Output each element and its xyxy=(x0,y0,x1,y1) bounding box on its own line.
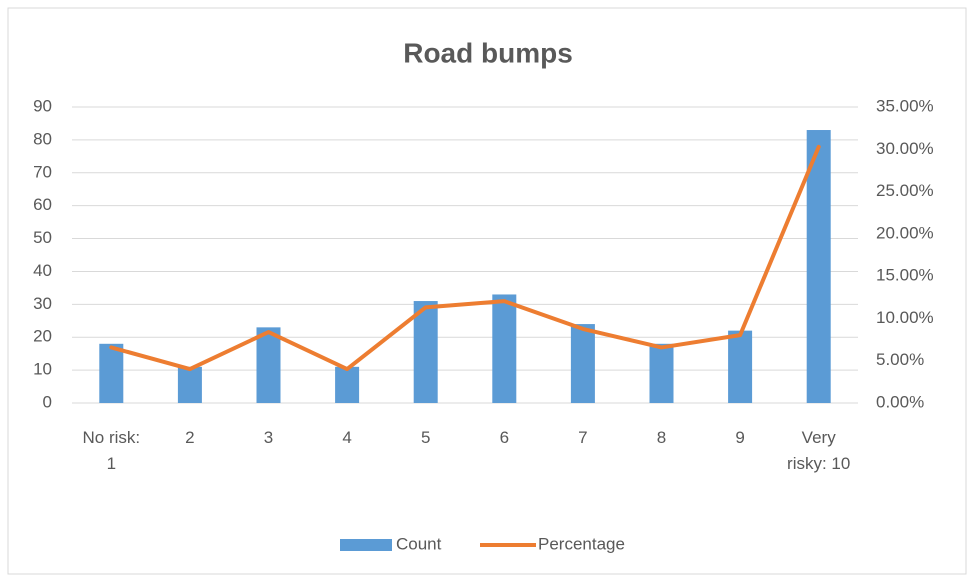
x-tick-label: 2 xyxy=(185,428,195,447)
bar xyxy=(649,343,674,403)
x-tick-label: 9 xyxy=(735,428,745,447)
bar xyxy=(728,330,753,403)
y2-tick-label: 15.00% xyxy=(876,266,934,285)
y-tick-label: 50 xyxy=(33,228,52,247)
chart-title: Road bumps xyxy=(403,37,573,68)
y2-tick-label: 35.00% xyxy=(876,96,934,115)
y-tick-label: 60 xyxy=(33,195,52,214)
x-tick-label: 5 xyxy=(420,428,431,447)
y-tick-label: 90 xyxy=(33,96,52,115)
x-tick-label: Very risky: 10 xyxy=(787,428,851,473)
y-tick-label: 10 xyxy=(33,360,52,379)
x-tick-label: 3 xyxy=(263,428,274,447)
bar xyxy=(492,294,517,403)
x-tick-label: 4 xyxy=(342,428,352,447)
y-tick-label: 70 xyxy=(33,162,52,181)
legend-label: Percentage xyxy=(538,534,625,553)
y2-tick-label: 10.00% xyxy=(876,308,934,327)
legend-label: Count xyxy=(396,534,442,553)
y2-tick-label: 25.00% xyxy=(876,181,934,200)
y-tick-label: 40 xyxy=(33,261,52,280)
legend-swatch xyxy=(340,539,392,551)
y-tick-label: 20 xyxy=(33,327,52,346)
bar xyxy=(413,301,438,403)
y2-tick-label: 0.00% xyxy=(876,392,924,411)
y-tick-label: 80 xyxy=(33,129,52,148)
bar xyxy=(335,366,360,403)
y2-tick-label: 5.00% xyxy=(876,350,924,369)
line xyxy=(109,144,821,372)
y-tick-label: 0 xyxy=(43,392,52,411)
bar xyxy=(256,327,281,403)
bar xyxy=(177,366,202,403)
x-tick-label: 7 xyxy=(578,428,588,447)
bar xyxy=(806,130,831,403)
bar xyxy=(570,324,595,403)
x-tick-label: No risk: 1 xyxy=(82,428,141,473)
y2-tick-label: 20.00% xyxy=(876,223,934,242)
x-tick-label: 6 xyxy=(499,428,510,447)
bar xyxy=(99,343,124,403)
y2-tick-label: 30.00% xyxy=(876,139,934,158)
x-tick-label: 8 xyxy=(656,428,667,447)
y-tick-label: 30 xyxy=(33,294,52,313)
chart-frame xyxy=(7,7,967,575)
